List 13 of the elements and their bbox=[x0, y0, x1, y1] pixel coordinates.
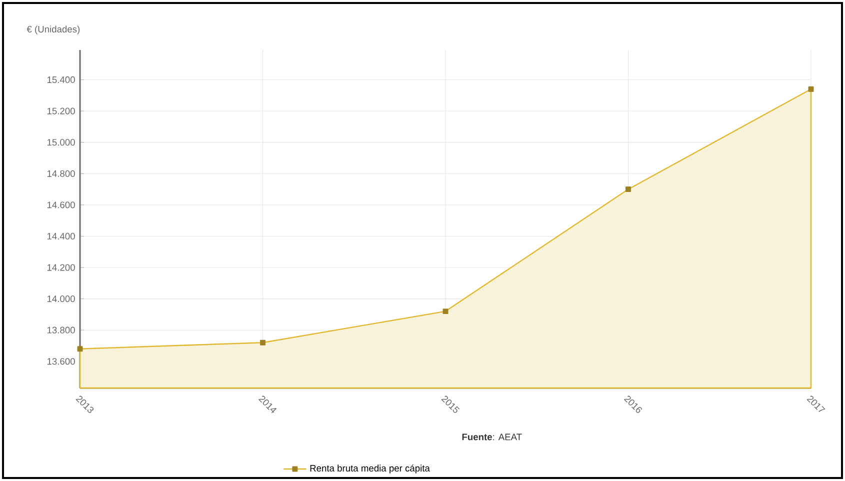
y-axis-title: € (Unidades) bbox=[26, 26, 80, 34]
y-tick-label: 14.200 bbox=[47, 264, 75, 271]
y-tick-label: 14.000 bbox=[47, 296, 75, 302]
y-tick-label: 14.800 bbox=[47, 170, 75, 177]
y-tick-label: 14.400 bbox=[47, 232, 75, 240]
legend-label: Renta bruta media per cápita bbox=[310, 464, 430, 474]
y-tick-label: 15.400 bbox=[47, 76, 75, 84]
y-tick-label: 13.800 bbox=[47, 326, 75, 334]
text: Fuente: AEAT bbox=[462, 434, 522, 440]
y-tick-label: 13.600 bbox=[47, 358, 75, 365]
y-tick-label: 15.000 bbox=[47, 139, 75, 146]
y-tick-label: 14.600 bbox=[47, 202, 75, 208]
y-tick-label: 15.200 bbox=[47, 108, 75, 114]
